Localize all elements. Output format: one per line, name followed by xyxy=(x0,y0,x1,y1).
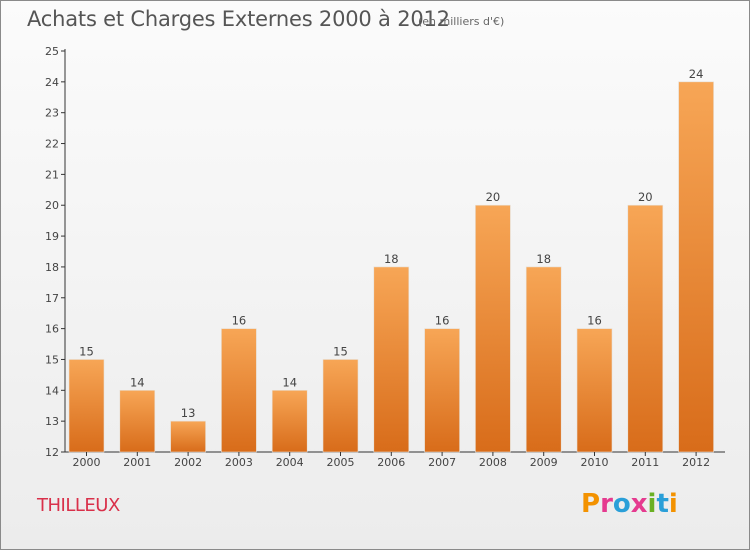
bar-value-label: 16 xyxy=(232,314,247,328)
bar xyxy=(627,204,664,453)
y-tick-label: 12 xyxy=(45,446,59,459)
bar-value-label: 14 xyxy=(282,375,297,389)
y-tick-label: 24 xyxy=(45,76,59,89)
x-tick-label: 2004 xyxy=(276,456,304,469)
y-tick-label: 14 xyxy=(45,384,59,397)
y-tick-label: 19 xyxy=(45,230,59,243)
bar-value-label: 16 xyxy=(435,314,450,328)
bar xyxy=(119,390,156,453)
bar xyxy=(678,81,714,453)
x-tick-label: 2005 xyxy=(327,456,355,469)
proxiti-logo[interactable]: Proxiti xyxy=(581,489,678,519)
bar-value-label: 20 xyxy=(486,190,501,204)
bar xyxy=(322,359,359,453)
bar xyxy=(170,420,206,453)
x-tick-label: 2010 xyxy=(581,456,609,469)
x-tick-label: 2009 xyxy=(530,456,558,469)
bar xyxy=(221,328,257,453)
y-tick-label: 13 xyxy=(45,415,59,428)
x-tick-label: 2012 xyxy=(682,456,710,469)
x-tick-label: 2003 xyxy=(225,456,253,469)
bar-value-label: 15 xyxy=(79,344,94,358)
bar xyxy=(373,266,410,453)
y-tick-label: 20 xyxy=(45,199,59,212)
y-tick-label: 18 xyxy=(45,261,59,274)
y-tick-label: 16 xyxy=(45,323,59,336)
bar xyxy=(475,204,511,453)
bar-value-label: 14 xyxy=(130,375,145,389)
y-tick-label: 21 xyxy=(45,168,59,181)
commune-name: THILLEUX xyxy=(37,495,120,516)
bar xyxy=(271,390,308,453)
y-tick-label: 15 xyxy=(45,353,59,366)
bar-value-label: 18 xyxy=(536,252,551,266)
chart-unit: (en milliers d'€) xyxy=(418,15,505,28)
x-tick-label: 2007 xyxy=(428,456,456,469)
bar-value-label: 18 xyxy=(384,252,399,266)
bar-value-label: 15 xyxy=(333,344,348,358)
y-tick-label: 23 xyxy=(45,107,59,120)
bar xyxy=(525,266,562,453)
bar-value-label: 24 xyxy=(689,67,704,81)
y-tick-label: 25 xyxy=(45,45,59,58)
bar-value-label: 16 xyxy=(587,314,602,328)
y-tick-label: 22 xyxy=(45,138,59,151)
chart-title: Achats et Charges Externes 2000 à 2012 xyxy=(27,7,450,31)
bar-value-label: 13 xyxy=(181,406,196,420)
x-tick-label: 2000 xyxy=(73,456,101,469)
bar xyxy=(424,328,460,453)
x-tick-label: 2001 xyxy=(123,456,151,469)
y-tick-label: 17 xyxy=(45,292,59,305)
x-tick-label: 2002 xyxy=(174,456,202,469)
x-tick-label: 2008 xyxy=(479,456,507,469)
x-tick-label: 2011 xyxy=(631,456,659,469)
bar xyxy=(68,359,105,453)
bar xyxy=(576,328,613,453)
x-tick-label: 2006 xyxy=(377,456,405,469)
bar-value-label: 20 xyxy=(638,190,653,204)
